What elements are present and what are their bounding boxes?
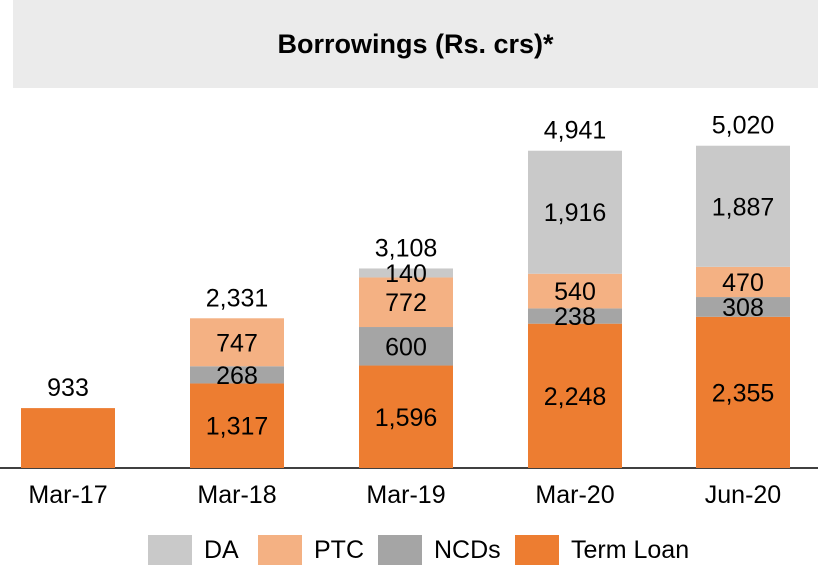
total-label-mar-18: 2,331 [206,284,269,312]
data-label-ptc-mar-19: 772 [385,289,427,317]
bar-segment-term-loan-mar-19 [359,365,453,468]
total-label-mar-17: 933 [47,374,89,402]
x-tick-label-mar-17: Mar-17 [28,481,107,509]
bar-segment-da-jun-20 [696,145,790,267]
bar-segment-term-loan-mar-18 [190,383,284,468]
total-label-mar-19: 3,108 [375,234,438,262]
chart-title: Borrowings (Rs. crs)* [277,28,554,59]
data-label-ncds-mar-20: 238 [554,303,596,331]
data-label-ptc-jun-20: 470 [722,269,764,297]
bar-segment-ncds-jun-20 [696,297,790,317]
data-label-term-loan-jun-20: 2,355 [712,379,775,407]
legend-swatch-ptc [258,535,302,565]
x-tick-label-mar-19: Mar-19 [366,481,445,509]
legend-swatch-term-loan [515,535,559,565]
data-label-term-loan-mar-19: 1,596 [375,404,438,432]
legend-label-da: DA [204,535,239,564]
legend-item-da: DA [148,532,239,568]
bar-segment-ncds-mar-20 [528,308,622,324]
total-label-mar-20: 4,941 [544,117,607,145]
bar-segment-ptc-mar-18 [190,318,284,367]
data-label-ptc-mar-18: 747 [216,329,258,357]
data-label-ncds-mar-19: 600 [385,333,427,361]
chart-title-box: Borrowings (Rs. crs)* [13,0,818,88]
bar-segment-da-mar-19 [359,268,453,278]
data-label-ncds-mar-18: 268 [216,362,258,390]
bar-segment-da-mar-20 [528,150,622,274]
legend-label-ptc: PTC [314,535,364,564]
legend-label-term-loan: Term Loan [571,535,690,564]
bar-segment-term-loan-mar-20 [528,323,622,468]
legend-swatch-da [148,535,192,565]
data-label-da-jun-20: 1,887 [712,193,775,221]
bar-segment-term-loan-mar-17 [21,408,115,468]
data-label-ncds-jun-20: 308 [722,294,764,322]
total-label-jun-20: 5,020 [712,112,775,140]
legend-item-ptc: PTC [258,532,364,568]
bar-segment-ptc-jun-20 [696,266,790,298]
legend-label-ncds: NCDs [434,535,501,564]
bar-segment-ncds-mar-18 [190,366,284,384]
chart-plot: 933 Mar-17 1,317 268 747 2,331 Mar-18 1,596 600 7… [0,112,818,509]
bar-segment-ptc-mar-20 [528,273,622,309]
legend-item-ncds: NCDs [378,532,501,568]
bar-segment-ncds-mar-19 [359,327,453,366]
x-tick-label-mar-18: Mar-18 [197,481,276,509]
data-label-ptc-mar-20: 540 [554,278,596,306]
data-label-da-mar-19: 140 [385,260,427,288]
legend-swatch-ncds [378,535,422,565]
bar-segment-ptc-mar-19 [359,277,453,328]
data-label-da-mar-20: 1,916 [544,199,607,227]
x-tick-label-jun-20: Jun-20 [705,481,781,509]
legend-item-term-loan: Term Loan [515,532,689,568]
data-label-term-loan-mar-18: 1,317 [206,413,269,441]
bar-segment-term-loan-jun-20 [696,316,790,468]
chart-legend: DA PTC NCDs Term Loan [0,532,818,568]
x-tick-label-mar-20: Mar-20 [535,481,614,509]
data-label-term-loan-mar-20: 2,248 [544,383,607,411]
